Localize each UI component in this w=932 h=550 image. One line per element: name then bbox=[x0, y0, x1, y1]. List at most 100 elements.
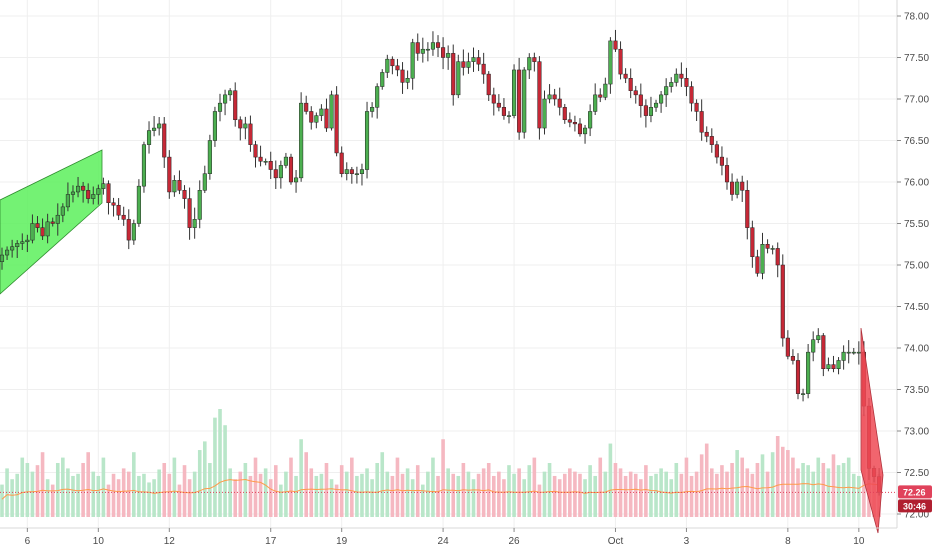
volume-bar bbox=[218, 409, 222, 517]
candle-body bbox=[689, 86, 694, 104]
candle-body bbox=[162, 123, 167, 158]
candle-body bbox=[314, 115, 319, 123]
candle-body bbox=[40, 227, 45, 237]
volume-bar bbox=[730, 463, 734, 517]
candle-body bbox=[299, 102, 304, 179]
volume-bar bbox=[811, 471, 815, 517]
volume-bar bbox=[679, 473, 684, 517]
candle-body bbox=[30, 223, 35, 241]
countdown-tag bbox=[898, 499, 932, 513]
falling-wedge-drawing[interactable] bbox=[860, 327, 884, 534]
volume-bar bbox=[253, 457, 258, 517]
time-tick-label: 8 bbox=[785, 536, 791, 547]
volume-bar bbox=[573, 471, 577, 517]
candle-body bbox=[446, 53, 451, 58]
volume-bar bbox=[10, 479, 14, 517]
price-axis[interactable]: 78.00 77.50 77.00 76.50 76.00 75.50 75.00 74.50… bbox=[896, 0, 932, 528]
candle-body bbox=[207, 140, 212, 174]
candle-body bbox=[598, 94, 603, 98]
volume-bar bbox=[132, 452, 136, 517]
volume-bar bbox=[30, 471, 35, 517]
volume-bar bbox=[177, 484, 182, 517]
price-tick-label: 74.00 bbox=[904, 344, 929, 355]
candle-body bbox=[253, 144, 258, 158]
volume-bar bbox=[339, 465, 344, 517]
volume-bar bbox=[639, 479, 643, 517]
candle-body bbox=[405, 78, 410, 83]
candle-body bbox=[182, 190, 187, 199]
candle-body bbox=[755, 256, 760, 274]
last-price-tag[interactable] bbox=[898, 485, 932, 499]
candle-body bbox=[719, 156, 724, 166]
candle-body bbox=[131, 223, 136, 241]
candle-body bbox=[466, 61, 471, 68]
candle-body bbox=[233, 90, 238, 120]
volume-bar bbox=[25, 463, 30, 517]
volume-bar bbox=[816, 457, 821, 517]
volume-bar bbox=[491, 475, 496, 517]
volume-bar bbox=[780, 446, 785, 517]
time-axis[interactable]: 6 10 12 17 19 24 26 Oct 3 8 10 bbox=[0, 527, 897, 547]
price-tick-label: 75.00 bbox=[904, 261, 929, 272]
candle-body bbox=[364, 111, 370, 170]
volume-bar bbox=[451, 473, 456, 517]
volume-bar bbox=[162, 463, 167, 517]
candle-body bbox=[435, 42, 441, 48]
volume-bar bbox=[126, 471, 131, 517]
volume-bar bbox=[142, 473, 146, 517]
volume-bar bbox=[258, 473, 263, 517]
volume-bar bbox=[659, 468, 663, 517]
volume-bar bbox=[263, 468, 268, 517]
volume-bar bbox=[735, 450, 739, 517]
candle-body bbox=[542, 98, 547, 129]
candle-body bbox=[192, 219, 197, 228]
candle-body bbox=[334, 94, 339, 154]
candle-body bbox=[268, 161, 273, 170]
volume-bar bbox=[61, 457, 65, 517]
candle-body bbox=[623, 73, 628, 79]
volume-bar bbox=[15, 473, 20, 517]
volume-bar bbox=[791, 457, 795, 517]
volume-bar bbox=[588, 465, 592, 517]
candle-body bbox=[202, 173, 207, 191]
candle-body bbox=[714, 144, 719, 158]
candle-body bbox=[278, 165, 283, 179]
candle-body bbox=[35, 223, 40, 228]
volume-bar bbox=[725, 471, 729, 517]
volume-bar bbox=[116, 479, 121, 517]
volume-bar bbox=[329, 479, 334, 517]
volume-bar bbox=[796, 468, 800, 517]
candle-body bbox=[228, 90, 233, 96]
candle-body bbox=[390, 58, 395, 67]
volume-bar bbox=[654, 473, 658, 517]
candle-body bbox=[25, 239, 30, 243]
wedge-fill[interactable] bbox=[860, 327, 884, 534]
candle-body bbox=[76, 185, 81, 193]
candle-body bbox=[821, 335, 826, 369]
candle-body bbox=[496, 102, 501, 108]
volume-bar bbox=[111, 473, 116, 517]
time-tick-label: 26 bbox=[509, 536, 521, 547]
volume-bar bbox=[801, 463, 805, 517]
volume-bar bbox=[806, 465, 810, 517]
candle-body bbox=[349, 169, 354, 174]
volume-bar bbox=[0, 484, 4, 517]
candle-body bbox=[152, 127, 157, 131]
volume-bar bbox=[355, 475, 359, 517]
volume-bar bbox=[268, 479, 273, 517]
volume-bar bbox=[497, 471, 501, 517]
candle-body bbox=[572, 121, 577, 125]
candle-body bbox=[760, 244, 765, 274]
volume-bar bbox=[674, 463, 679, 517]
candle-body bbox=[471, 57, 476, 62]
price-tick-label: 78.00 bbox=[904, 12, 929, 23]
volume-bar bbox=[476, 473, 481, 517]
candles bbox=[0, 29, 882, 496]
candle-body bbox=[522, 69, 527, 133]
volume-bar bbox=[106, 484, 111, 517]
time-tick-label: Oct bbox=[608, 536, 624, 547]
candle-body bbox=[841, 351, 846, 361]
volume-bar bbox=[557, 479, 562, 517]
